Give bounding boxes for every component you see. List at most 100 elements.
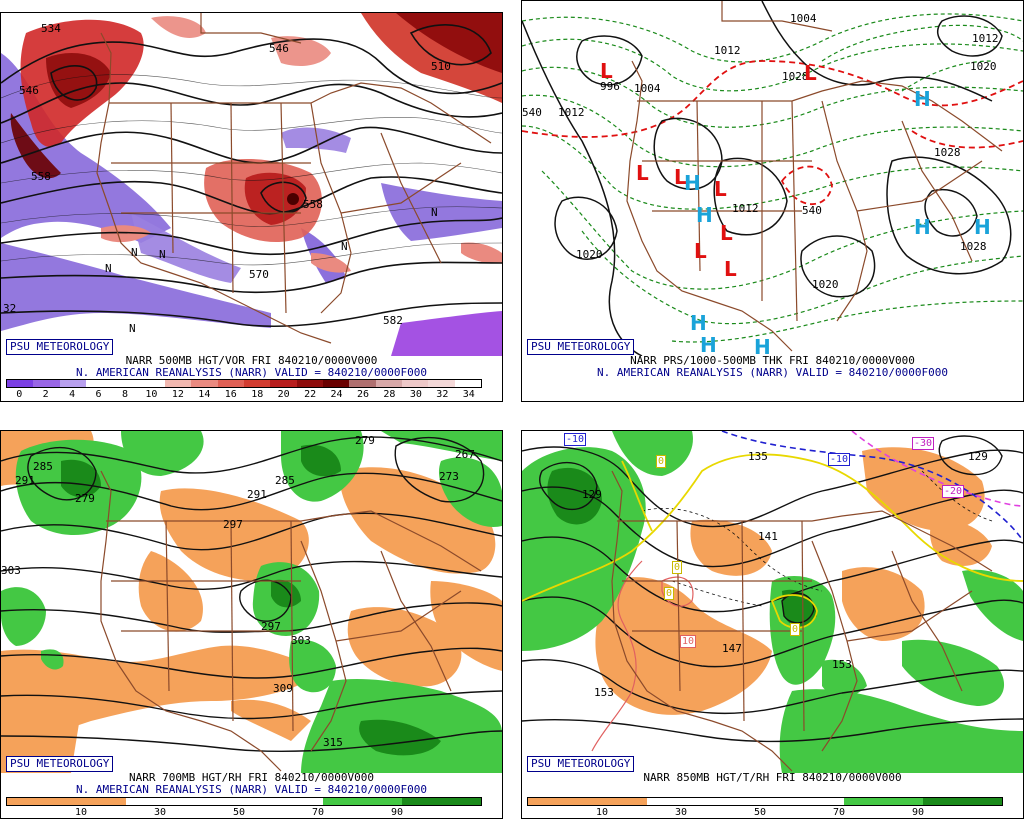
p2-label-1028c: 1028 [782, 70, 809, 83]
vorticity-colorbar-swatch [33, 380, 60, 387]
vorticity-colorbar-swatch [138, 380, 165, 387]
vorticity-colorbar-label: 16 [224, 389, 237, 400]
temp-label-zero: 0 [672, 561, 683, 574]
vorticity-colorbar-label: 4 [69, 389, 76, 400]
p3-label-291b: 291 [247, 488, 267, 501]
vorticity-colorbar-swatch [191, 380, 218, 387]
p3-label-291: 291 [15, 474, 35, 487]
vorticity-colorbar-label: 30 [409, 389, 422, 400]
vorticity-colorbar-label: 28 [383, 389, 396, 400]
high-pressure-center: H [914, 87, 931, 111]
panel-valid-caption: N. AMERICAN REANALYSIS (NARR) VALID = 84… [597, 366, 948, 379]
rh-colorbar-label: 50 [753, 807, 767, 818]
vorticity-colorbar-label: 12 [171, 389, 184, 400]
rh-colorbar-label: 70 [832, 807, 846, 818]
p1-label-546b: 546 [269, 42, 289, 55]
rh-850-map [522, 431, 1023, 773]
vorticity-colorbar [6, 379, 482, 388]
temp-label-minus20: -20 [942, 485, 965, 498]
high-pressure-center: H [696, 203, 713, 227]
p2-label-1012c: 1012 [732, 202, 759, 215]
vorticity-colorbar-label: 14 [198, 389, 211, 400]
vorticity-colorbar-label: 32 [436, 389, 449, 400]
p1-label-n3: N [105, 262, 112, 275]
p1-label-510: 510 [431, 60, 451, 73]
p2-label-1020b: 1020 [970, 60, 997, 73]
high-pressure-center: H [700, 333, 717, 357]
low-pressure-center: L [714, 177, 727, 201]
high-pressure-center: H [690, 311, 707, 335]
rh-colorbar-label: 70 [311, 807, 325, 818]
p2-label-540: 540 [802, 204, 822, 217]
p2-label-1020: 1020 [576, 248, 603, 261]
p4-label-147: 147 [722, 642, 742, 655]
temp-label-ten: 10 [680, 635, 697, 648]
pressure-map [522, 1, 1023, 356]
p1-label-n1: N [131, 246, 138, 259]
panel-valid-caption: N. AMERICAN REANALYSIS (NARR) VALID = 84… [76, 783, 427, 796]
panel-caption: NARR PRS/1000-500MB THK FRI 840210/0000V… [630, 354, 915, 367]
psu-meteorology-badge: PSU METEOROLOGY [527, 339, 635, 355]
p3-label-303: 303 [1, 564, 21, 577]
vorticity-colorbar-swatch [401, 380, 429, 387]
vorticity-colorbar-label: 8 [121, 389, 129, 400]
p3-label-309: 309 [273, 682, 293, 695]
vorticity-colorbar-swatch [217, 380, 244, 387]
rh-colorbar-label: 30 [674, 807, 688, 818]
p1-label-558: 558 [31, 170, 51, 183]
rh-colorbar-label: 10 [74, 807, 88, 818]
panel-caption: NARR 850MB HGT/T/RH FRI 840210/0000V000 [643, 771, 902, 784]
p1-label-n4: N [431, 206, 438, 219]
vorticity-colorbar-label: 6 [95, 389, 102, 400]
p1-label-32: 32 [3, 302, 17, 315]
panel-500mb-vorticity: 534 546 546 558 558 570 582 510 N N N N … [0, 12, 503, 402]
p1-label-558b: 558 [303, 198, 323, 211]
p2-label-1012: 1012 [714, 44, 741, 57]
temp-label-minus30: -30 [912, 437, 935, 450]
panel-valid-caption: N. AMERICAN REANALYSIS (NARR) VALID = 84… [76, 366, 427, 379]
p3-label-279b: 279 [355, 434, 375, 447]
high-pressure-center: H [754, 335, 771, 359]
p2-label-1020c: 1020 [812, 278, 839, 291]
vorticity-colorbar-swatch [85, 380, 113, 387]
temp-label-minus10: -10 [828, 453, 851, 466]
temp-label-minus10: -10 [564, 433, 587, 446]
p4-label-141: 141 [758, 530, 778, 543]
psu-meteorology-badge: PSU METEOROLOGY [527, 756, 635, 772]
p4-label-129: 129 [968, 450, 988, 463]
low-pressure-center: L [636, 161, 649, 185]
p1-label-n6: N [129, 322, 136, 335]
high-pressure-center: H [974, 215, 991, 239]
panel-700mb-rh: 285 291 279 303 291 285 297 279 267 273 … [0, 430, 503, 819]
panel-caption: NARR 700MB HGT/RH FRI 840210/0000V000 [128, 771, 375, 784]
p2-label-1004b: 1004 [634, 82, 661, 95]
vorticity-colorbar-swatch [375, 380, 402, 387]
vorticity-colorbar-label: 24 [330, 389, 343, 400]
low-pressure-center: L [694, 239, 707, 263]
p2-label-1028b: 1028 [960, 240, 987, 253]
p2-label-1004: 1004 [790, 12, 817, 25]
p3-label-285: 285 [33, 460, 53, 473]
temp-label-zero: 0 [790, 623, 801, 636]
p1-label-n2: N [159, 248, 166, 261]
temp-label-zero: 0 [664, 587, 675, 600]
vorticity-colorbar-label: 20 [277, 389, 290, 400]
p2-label-1028: 1028 [934, 146, 961, 159]
vorticity-colorbar-label: 26 [356, 389, 370, 400]
vorticity-colorbar-label: 2 [42, 389, 49, 400]
panel-850mb-temperature-rh: 135 129 129 141 147 153 153 -10 -10 -30 … [521, 430, 1024, 819]
low-pressure-center: L [724, 257, 737, 281]
rh-colorbar-label: 10 [595, 807, 609, 818]
vorticity-colorbar-label: 0 [16, 389, 23, 400]
p1-label-n5: N [341, 240, 348, 253]
vorticity-colorbar-swatch [296, 380, 323, 387]
vorticity-colorbar-swatch [428, 380, 455, 387]
high-pressure-center: H [914, 215, 931, 239]
rh-colorbar-label: 90 [390, 807, 404, 818]
low-pressure-center: L [674, 165, 687, 189]
p3-label-273: 273 [439, 470, 459, 483]
psu-meteorology-badge: PSU METEOROLOGY [6, 339, 114, 355]
vorticity-colorbar-label: 22 [304, 389, 317, 400]
vorticity-colorbar-swatch [322, 380, 350, 387]
p1-label-534: 534 [41, 22, 61, 35]
